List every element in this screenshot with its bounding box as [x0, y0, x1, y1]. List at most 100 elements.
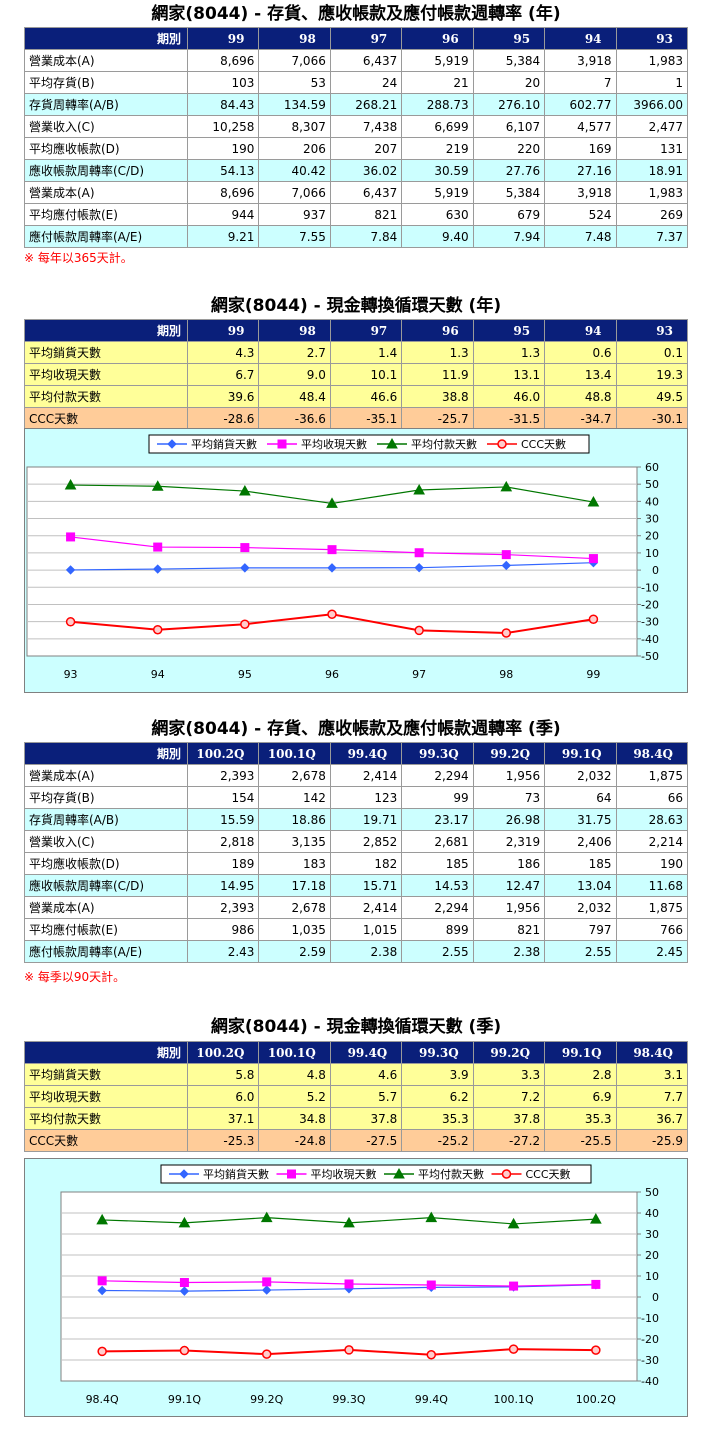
row-label: 營業成本(A)	[24, 181, 188, 204]
table-cell: 38.8	[401, 385, 474, 408]
table-cell: 73	[472, 786, 546, 809]
table-cell: 6,699	[401, 115, 474, 138]
table-cell: 15.59	[186, 808, 260, 831]
table-cell: 6,437	[329, 181, 403, 204]
table-cell: 54.13	[186, 159, 260, 182]
table-cell: 206	[258, 137, 331, 160]
data-point	[153, 564, 163, 574]
period-header-label: 期別	[24, 27, 188, 50]
period-header: 99	[186, 27, 260, 50]
table-cell: 40.42	[258, 159, 331, 182]
row-label: 平均應收帳款(D)	[24, 137, 188, 160]
table-cell: 49.5	[615, 385, 689, 408]
table-cell: 2.38	[329, 940, 403, 963]
data-point	[509, 1281, 519, 1291]
period-header: 95	[472, 319, 546, 342]
table-cell: 2,852	[329, 830, 403, 853]
table-cell: -25.5	[544, 1129, 617, 1152]
legend-box	[148, 434, 590, 454]
table-cell: 5,384	[472, 181, 546, 204]
legend-entry: 平均銷貨天數	[203, 1167, 269, 1181]
table-row: 平均存貨(B) 154 142 123 99 73 64 66	[24, 786, 689, 809]
table-row: CCC天數 -25.3 -24.8 -27.5 -25.2 -27.2 -25.5 -25.9	[24, 1129, 689, 1152]
series-1	[97, 1276, 601, 1291]
table-cell: -35.1	[329, 407, 403, 430]
table-cell: 18.91	[615, 159, 689, 182]
table-cell: 15.71	[329, 874, 403, 897]
table-row: 應付帳款周轉率(A/E) 2.43 2.59 2.38 2.55 2.38 2.55 2.45	[24, 940, 689, 963]
legend-entry: 平均收現天數	[311, 1167, 377, 1181]
table-cell: 821	[472, 918, 546, 941]
data-point	[413, 483, 425, 495]
data-point	[240, 563, 250, 573]
table-cell: 5.2	[258, 1085, 331, 1108]
table-header-row: 期別 99 98 97 96 95 94 93	[24, 319, 689, 342]
table-cell: 31.75	[544, 808, 617, 831]
row-label: 平均付款天數	[24, 1107, 188, 1130]
table-cell: 27.76	[472, 159, 546, 182]
table-cell: 7.55	[258, 225, 331, 248]
table-cell: 3.1	[615, 1063, 689, 1086]
table-cell: 1,983	[615, 181, 689, 204]
table-row: 平均收現天數 6.0 5.2 5.7 6.2 7.2 6.9 7.7	[24, 1085, 689, 1108]
quarterly-turnover-title: 網家(8044) - 存貨、應收帳款及應付帳款週轉率 (季)	[151, 719, 561, 739]
table-cell: 17.18	[258, 874, 331, 897]
period-header: 99.2Q	[472, 742, 546, 765]
table-cell: 23.17	[401, 808, 474, 831]
table-cell: 5,919	[401, 49, 474, 72]
data-point	[326, 497, 338, 508]
table-cell: 185	[544, 852, 617, 875]
table-row: 平均存貨(B) 103 53 24 21 20 7 1	[24, 71, 689, 94]
annual-ccc-chart-svg: 平均銷貨天數 平均收現天數 平均付款天數 CCC天數 60 50 40 30 20 10 0 -10 -…	[26, 434, 659, 681]
table-cell: 99	[401, 786, 474, 809]
period-header: 100.1Q	[258, 1041, 331, 1064]
y-tick-label: -40	[641, 1375, 659, 1388]
table-cell: 6.0	[186, 1085, 260, 1108]
table-cell: 48.4	[258, 385, 331, 408]
table-cell: 8,307	[258, 115, 331, 138]
x-tick-label: 99.4Q	[415, 1393, 448, 1406]
table-cell: 64	[544, 786, 617, 809]
table-cell: 154	[186, 786, 260, 809]
period-header: 93	[615, 27, 689, 50]
data-point	[344, 1279, 354, 1289]
row-label: 應付帳款周轉率(A/E)	[24, 940, 188, 963]
table-cell: 2.55	[401, 940, 474, 963]
data-point	[65, 565, 76, 575]
table-row: 平均付款天數 39.6 48.4 46.6 38.8 46.0 48.8 49.5	[24, 385, 689, 408]
table-row: 存貨周轉率(A/B) 15.59 18.86 19.71 23.17 26.98 31.75…	[24, 808, 689, 831]
data-point	[588, 614, 599, 624]
legend-entry: CCC天數	[526, 1168, 571, 1181]
period-header: 99.4Q	[329, 742, 403, 765]
table-cell: -27.2	[472, 1129, 546, 1152]
x-tick-label: 98.4Q	[86, 1393, 119, 1406]
table-cell: 4.6	[329, 1063, 403, 1086]
data-point	[588, 554, 598, 564]
row-label: 平均存貨(B)	[24, 71, 188, 94]
data-point	[414, 625, 424, 636]
table-cell: 1,875	[615, 764, 689, 787]
annual-ccc-chart: 平均銷貨天數 平均收現天數 平均付款天數 CCC天數 60 50 40 30 20 10 0 -10 -…	[24, 428, 688, 693]
y-tick-label: 10	[645, 1270, 659, 1283]
period-header: 99	[186, 319, 260, 342]
table-cell: 2.59	[258, 940, 331, 963]
data-point	[153, 542, 163, 552]
table-cell: -27.5	[329, 1129, 403, 1152]
table-header-row: 期別 100.2Q 100.1Q 99.4Q 99.3Q 99.2Q 99.1Q 98.4Q	[24, 1041, 689, 1064]
table-row: 平均應付帳款(E) 986 1,035 1,015 899 821 797 766	[24, 918, 689, 941]
table-cell: 66	[615, 786, 689, 809]
table-cell: 9.21	[186, 225, 260, 248]
annual-ccc-title: 網家(8044) - 現金轉換循環天數 (年)	[210, 296, 502, 316]
table-cell: 2,681	[401, 830, 474, 853]
data-point	[501, 560, 511, 571]
table-cell: 1.4	[329, 341, 403, 364]
y-tick-label: 0	[652, 564, 659, 577]
period-header: 98	[258, 319, 331, 342]
table-cell: 630	[401, 203, 474, 226]
table-cell: 37.8	[329, 1107, 403, 1130]
table-cell: 2,032	[544, 764, 617, 787]
table-cell: 7,066	[258, 49, 331, 72]
table-cell: 3,918	[544, 49, 617, 72]
data-point	[591, 1345, 601, 1355]
row-label: 平均銷貨天數	[24, 341, 188, 364]
